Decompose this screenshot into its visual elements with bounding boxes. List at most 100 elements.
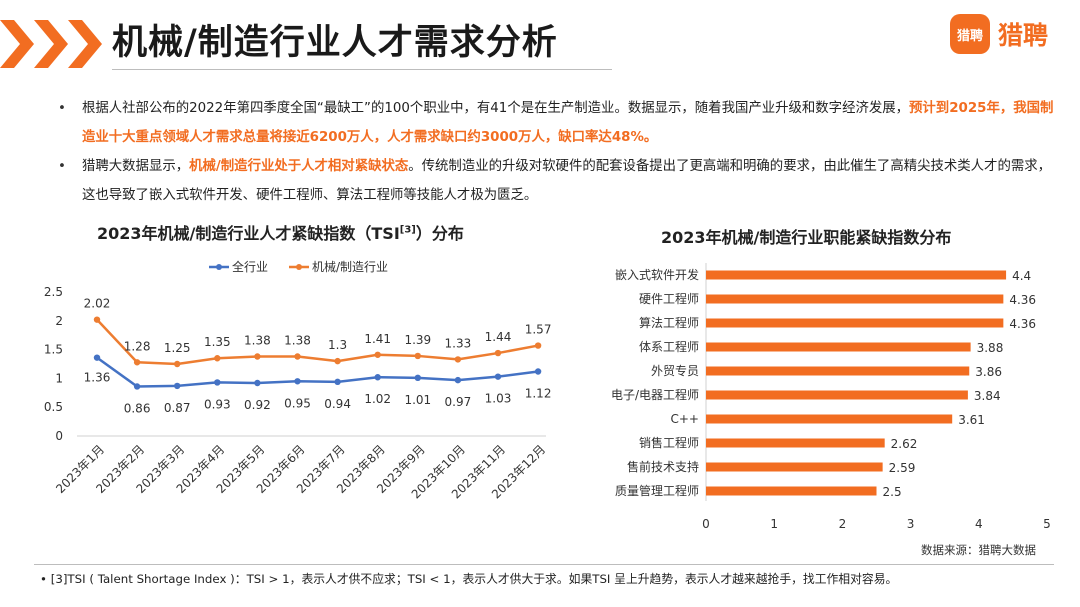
data-point-0 [214,379,221,386]
data-label-0: 0.92 [244,398,271,412]
bar [706,294,1004,304]
bullet-1-highlight: 预计到2025年，我国制造业十大重点领域人才需求总量将接近6200万人，人才需求… [82,101,1054,145]
data-point-1 [494,349,502,357]
data-point-0 [174,382,181,390]
data-label-1: 1.33 [445,336,472,350]
chevron-arrows-icon [0,20,102,68]
bar-value-label: 4.36 [1009,293,1036,307]
data-label-0: 0.86 [124,401,151,415]
data-label-0: 1.02 [364,392,391,406]
bullet-1: 根据人社部公布的2022年第四季度全国“最缺工”的100个职业中，有41个是在生… [58,94,1058,152]
data-point-0 [494,373,502,380]
bar-value-label: 2.59 [889,461,916,475]
series-line-1 [96,318,539,366]
data-source: 数据来源：猎聘大数据 [921,543,1036,557]
y-tick-label: 1 [55,371,63,385]
data-label-0: 0.93 [204,397,231,411]
bar [706,390,968,400]
bar-chart: 嵌入式软件开发 4.4 硬件工程师 4.36 算法工程师 4.36 体系工程师 3.88 外贸专… [611,263,1051,531]
bar [706,366,970,376]
bar-category-label: 电子/电器工程师 [611,387,699,402]
data-label-0: 0.94 [324,397,351,411]
data-point-0 [294,378,301,385]
title-underline [112,69,612,70]
bar [706,438,885,448]
footnote-divider [34,564,1054,565]
summary-bullets: 根据人社部公布的2022年第四季度全国“最缺工”的100个职业中，有41个是在生… [58,94,1058,210]
data-label-1: 1.39 [404,333,431,347]
data-point-1 [454,356,462,363]
line-chart: 全行业 机械/制造行业00.511.522.52023年1月2023年2月2023… [44,259,552,501]
footnote-text: [3]TSI ( Talent Shortage Index )：TSI > 1… [50,572,898,586]
bar-category-label: 售前技术支持 [627,459,699,474]
data-label-0: 1.36 [84,371,111,385]
data-point-0 [454,376,462,384]
data-label-1: 1.25 [164,341,191,355]
x-tick-label: 1 [770,517,778,531]
data-point-0 [374,374,381,381]
data-label-1: 1.38 [284,334,311,348]
y-tick-label: 0.5 [44,400,63,414]
x-tick-label: 2 [839,517,847,531]
line-chart-title-main: 2023年机械/制造行业人才紧缺指数（TSI [97,224,400,243]
bar-value-label: 3.84 [974,389,1001,403]
data-point-1 [334,357,341,365]
data-label-0: 1.01 [404,393,431,407]
bar-category-label: C++ [671,412,700,426]
data-point-1 [534,342,542,349]
data-label-0: 0.95 [284,396,311,410]
data-point-1 [214,355,221,362]
bar-category-label: 质量管理工程师 [615,483,699,498]
bar [706,342,971,352]
data-point-0 [534,368,542,375]
x-tick-label: 4 [975,517,983,531]
data-point-1 [254,353,261,360]
bar-chart-title: 2023年机械/制造行业职能紧缺指数分布 [661,228,952,247]
x-tick-label: 0 [702,517,710,531]
bullet-1-text: 根据人社部公布的2022年第四季度全国“最缺工”的100个职业中，有41个是在生… [82,101,910,116]
bar-value-label: 3.61 [958,413,985,427]
data-point-0 [414,374,421,382]
data-label-0: 1.03 [485,392,512,406]
bar-category-label: 算法工程师 [639,315,699,330]
bar-value-label: 3.86 [975,365,1002,379]
legend-label-0: 全行业 [232,259,268,274]
data-point-0 [334,378,341,386]
data-point-1 [294,353,301,360]
bar-value-label: 2.5 [883,485,902,499]
bar [706,414,953,424]
bar [706,462,883,472]
data-label-1: 1.57 [525,323,552,337]
data-point-1 [174,360,181,368]
y-tick-label: 0 [55,429,63,443]
x-tick-label: 3 [907,517,915,531]
data-label-0: 0.87 [164,401,191,415]
bar [706,318,1004,328]
data-point-0 [133,383,141,390]
data-point-1 [93,316,101,323]
brand-name: 猎聘 [998,21,1049,50]
brand-badge: 猎聘 [950,14,990,54]
bullet-2-text-after: 。传统制造业的升级对软硬件的配套设备提出了更高端和明确的要求，由此催生了高精尖技… [82,159,1052,203]
y-tick-label: 1.5 [44,343,63,357]
x-tick-label: 5 [1043,517,1051,531]
data-point-1 [374,351,381,358]
y-tick-label: 2 [55,314,63,328]
line-chart-title: 2023年机械/制造行业人才紧缺指数（TSI[3]）分布 [97,220,464,244]
data-point-1 [414,352,421,360]
y-tick-label: 2.5 [44,285,63,299]
data-label-1: 1.3 [328,338,347,352]
bar-value-label: 4.36 [1009,317,1036,331]
series-line-0 [96,356,539,388]
bar [706,270,1007,280]
bullet-2-text: 猎聘大数据显示， [82,159,190,174]
bar-value-label: 4.4 [1012,269,1031,283]
bar-category-label: 体系工程师 [639,339,699,354]
data-point-0 [93,354,101,361]
bar-category-label: 外贸专员 [651,363,699,378]
bar-category-label: 嵌入式软件开发 [615,267,699,282]
line-chart-title-sup: [3] [399,224,416,236]
page-title: 机械/制造行业人才需求分析 [112,23,558,63]
data-label-1: 2.02 [84,297,111,311]
bar-category-label: 硬件工程师 [639,291,699,306]
